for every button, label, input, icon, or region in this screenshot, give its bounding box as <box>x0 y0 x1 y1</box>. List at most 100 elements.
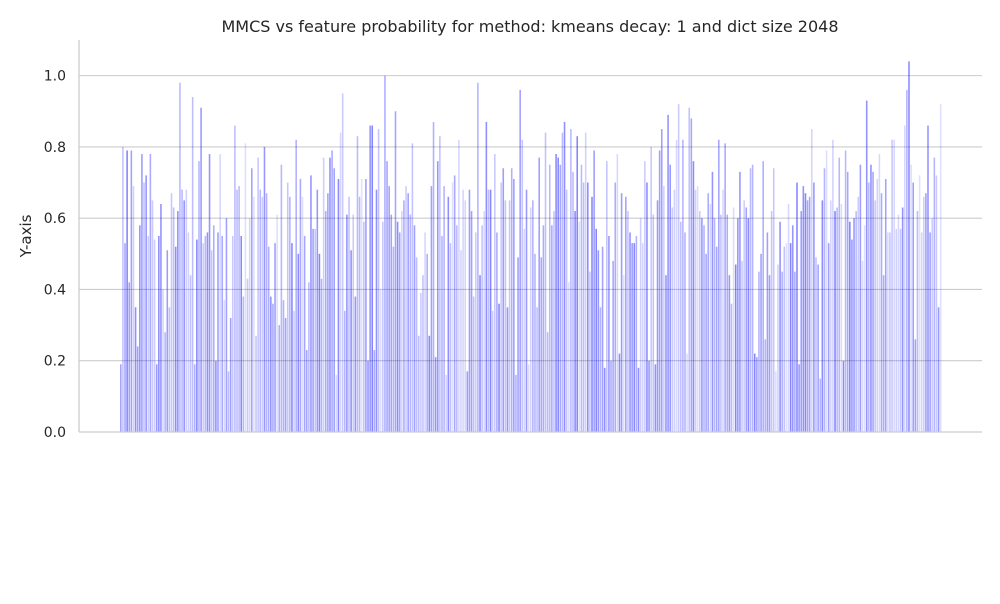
bar <box>200 107 202 433</box>
bar <box>314 228 316 432</box>
bar <box>743 200 745 432</box>
bar <box>739 171 741 432</box>
bar <box>553 211 555 432</box>
bar <box>217 232 219 432</box>
bar <box>193 364 196 432</box>
bar <box>483 211 486 432</box>
bar <box>599 307 602 432</box>
bar <box>172 207 175 432</box>
bar <box>164 332 166 432</box>
bar <box>937 307 940 432</box>
bar <box>726 214 729 432</box>
bar <box>646 182 648 432</box>
bar <box>267 246 270 432</box>
bar <box>939 104 942 433</box>
bar <box>656 200 659 432</box>
bar <box>808 196 811 432</box>
bar <box>513 178 515 432</box>
bar <box>291 243 293 432</box>
bar <box>510 168 513 433</box>
bar <box>183 200 185 432</box>
bar <box>458 139 460 432</box>
bar <box>846 171 849 432</box>
bar <box>610 360 612 432</box>
bar <box>303 236 306 432</box>
bar <box>371 125 374 432</box>
bar <box>618 353 621 432</box>
bar <box>481 225 483 432</box>
bar <box>498 303 500 432</box>
bar <box>417 335 420 432</box>
bar <box>329 157 331 432</box>
bar <box>802 186 805 432</box>
bar <box>914 339 917 432</box>
bar <box>546 332 549 432</box>
bar <box>346 214 348 432</box>
bar <box>521 139 524 432</box>
bar <box>162 289 164 432</box>
bar <box>506 307 509 432</box>
bar <box>155 364 158 432</box>
bar <box>369 125 371 432</box>
bar <box>711 171 714 432</box>
bar <box>310 175 312 433</box>
bar <box>202 243 204 432</box>
bar <box>667 114 669 432</box>
bar <box>578 221 581 432</box>
bar <box>126 150 128 432</box>
bar <box>238 186 240 432</box>
bar <box>608 236 610 432</box>
bar <box>762 161 764 432</box>
bar <box>732 207 735 432</box>
bar <box>631 243 633 432</box>
bar <box>318 253 321 432</box>
bar <box>663 186 665 432</box>
bar <box>910 164 912 433</box>
bar <box>741 260 743 432</box>
bar <box>149 154 152 433</box>
bar <box>724 143 726 432</box>
bar <box>280 164 283 433</box>
bar <box>189 275 192 432</box>
bar <box>868 182 870 432</box>
bar <box>132 186 135 432</box>
bar <box>212 225 215 432</box>
bar <box>576 136 579 432</box>
bar <box>620 193 623 432</box>
bar <box>424 232 426 432</box>
bar <box>320 278 323 432</box>
bar <box>669 164 671 433</box>
bar <box>544 132 547 432</box>
bar <box>236 189 238 432</box>
bar <box>540 257 543 432</box>
bar <box>753 353 756 432</box>
bar <box>929 232 931 432</box>
bar <box>489 189 492 432</box>
bar <box>208 154 211 433</box>
bar <box>673 189 676 432</box>
bar <box>899 228 902 432</box>
bar <box>331 150 333 432</box>
bar <box>728 275 731 432</box>
bar <box>134 307 137 432</box>
bar <box>206 232 209 432</box>
bar <box>420 293 422 432</box>
bar <box>696 186 699 432</box>
bar <box>356 136 359 432</box>
bar <box>785 243 788 432</box>
bar <box>170 193 173 432</box>
bar <box>851 239 853 432</box>
bar <box>901 207 904 432</box>
bar <box>772 168 775 433</box>
bar <box>791 225 794 432</box>
bar <box>821 200 824 432</box>
bar <box>261 196 264 432</box>
bar <box>229 317 232 432</box>
bar <box>908 61 910 432</box>
bar <box>375 189 378 432</box>
bar <box>274 243 276 432</box>
bar <box>462 189 464 432</box>
bar <box>272 303 274 432</box>
bar <box>460 250 462 432</box>
bar <box>475 232 477 432</box>
